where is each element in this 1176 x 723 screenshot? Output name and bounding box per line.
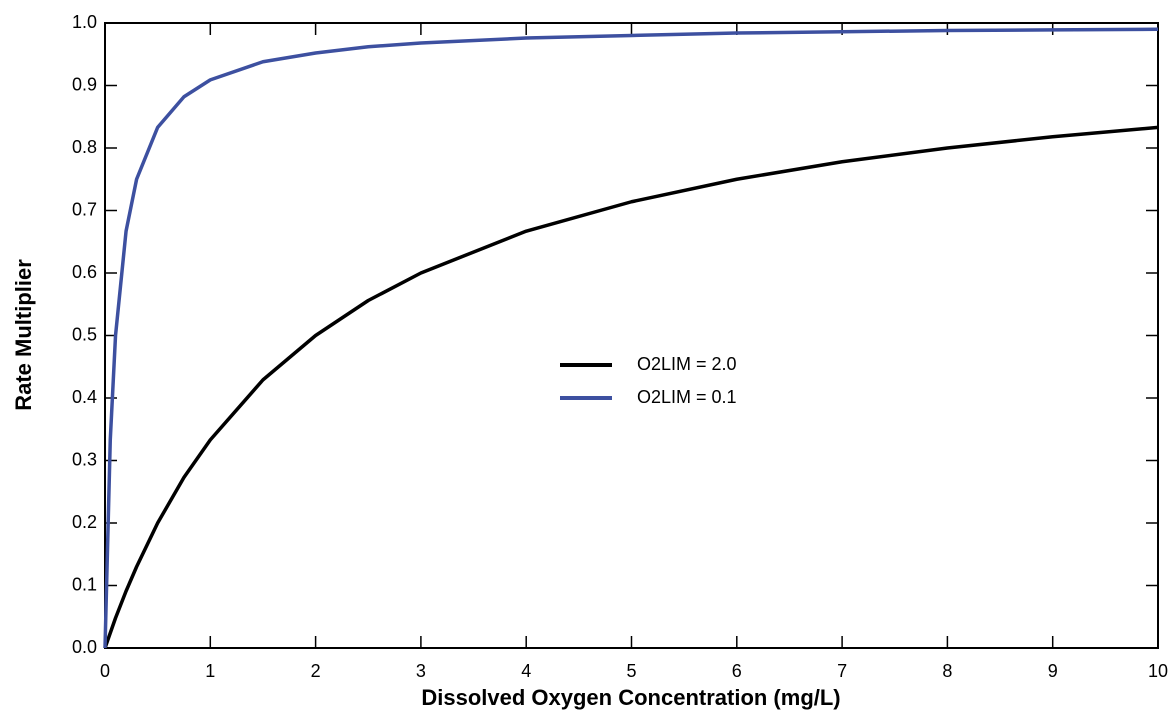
legend-label: O2LIM = 0.1: [637, 387, 737, 407]
x-tick-label: 10: [1148, 661, 1168, 681]
x-tick-label: 4: [521, 661, 531, 681]
x-tick-label: 0: [100, 661, 110, 681]
y-tick-label: 0.7: [72, 199, 97, 219]
x-tick-label: 3: [416, 661, 426, 681]
x-tick-label: 9: [1048, 661, 1058, 681]
x-tick-label: 5: [626, 661, 636, 681]
legend-label: O2LIM = 2.0: [637, 354, 737, 374]
x-tick-label: 6: [732, 661, 742, 681]
y-tick-label: 0.0: [72, 637, 97, 657]
x-tick-label: 8: [942, 661, 952, 681]
x-axis-title: Dissolved Oxygen Concentration (mg/L): [421, 685, 840, 710]
y-tick-label: 0.6: [72, 262, 97, 282]
y-tick-label: 0.5: [72, 324, 97, 344]
x-tick-label: 7: [837, 661, 847, 681]
y-tick-label: 0.2: [72, 512, 97, 532]
y-tick-label: 0.1: [72, 574, 97, 594]
y-tick-label: 0.3: [72, 449, 97, 469]
y-tick-label: 0.4: [72, 387, 97, 407]
x-tick-label: 1: [205, 661, 215, 681]
y-tick-label: 0.8: [72, 137, 97, 157]
y-axis-title: Rate Multiplier: [11, 259, 36, 411]
x-tick-label: 2: [311, 661, 321, 681]
plot-frame: [104, 22, 1159, 649]
data-line: [103, 125, 1159, 649]
y-tick-label: 1.0: [72, 12, 97, 32]
y-tick-label: 0.9: [72, 74, 97, 94]
data-line: [103, 27, 1159, 649]
